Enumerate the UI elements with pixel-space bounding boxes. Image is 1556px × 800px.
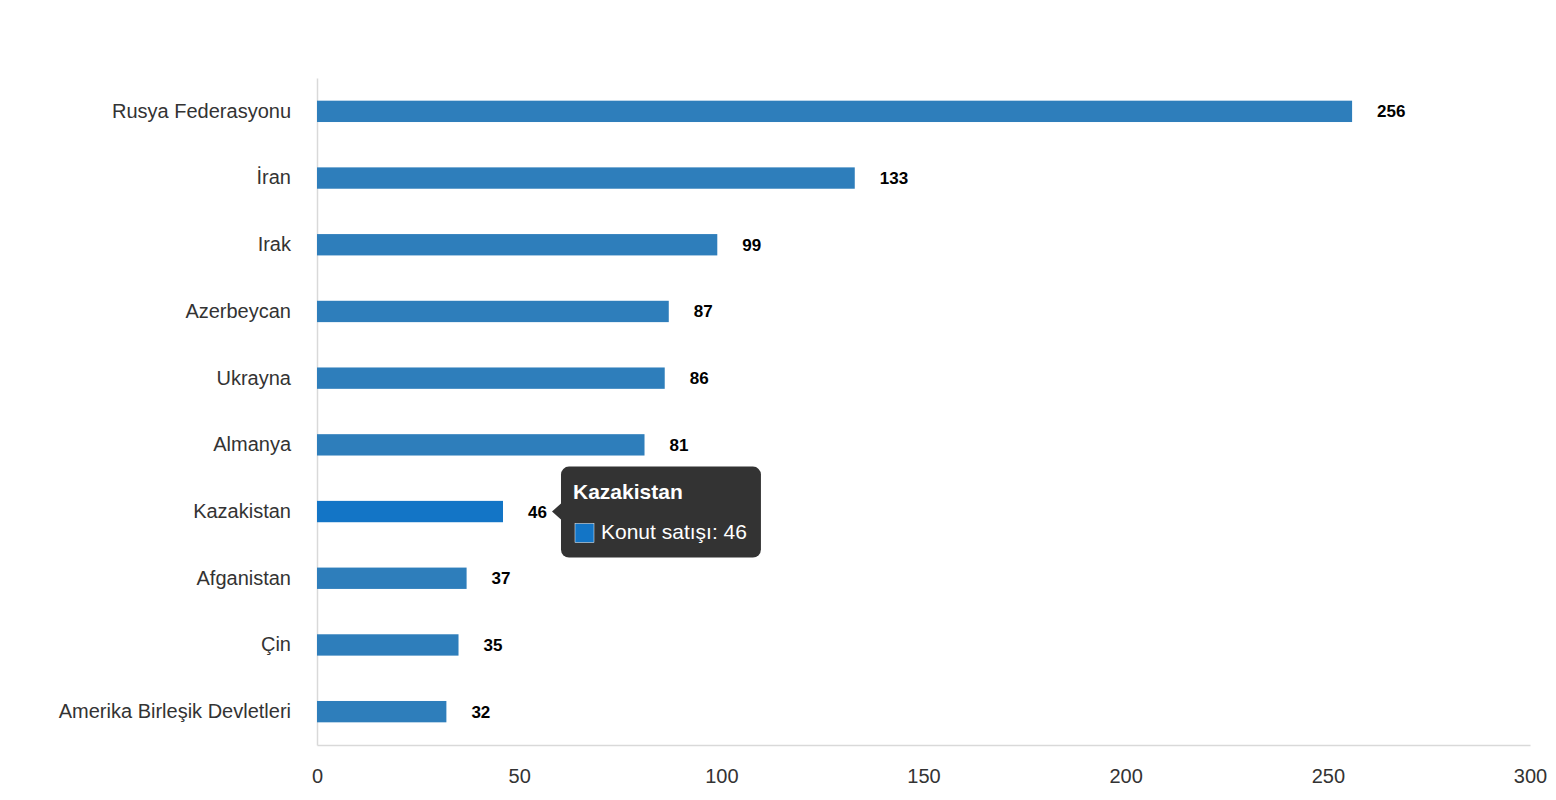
x-tick: 150 xyxy=(907,745,940,787)
y-tick-label: Rusya Federasyonu xyxy=(112,100,291,122)
x-tick: 0 xyxy=(312,745,323,787)
x-tick-label: 200 xyxy=(1109,765,1142,787)
x-tick: 100 xyxy=(705,745,738,787)
y-tick: Rusya Federasyonu xyxy=(112,100,317,122)
y-tick: Çin xyxy=(261,633,317,655)
x-tick: 50 xyxy=(509,745,531,787)
data-label: 32 xyxy=(471,703,490,722)
bar[interactable] xyxy=(317,367,665,388)
tooltip: Kazakistan Konut satışı: 46 xyxy=(552,467,761,558)
data-label: 86 xyxy=(690,369,709,388)
x-tick-label: 100 xyxy=(705,765,738,787)
x-tick: 250 xyxy=(1312,745,1345,787)
plot-area: 0 50 100 150 200 250 300 Rusya Federasyonu İran I… xyxy=(59,79,1547,788)
bar[interactable] xyxy=(317,568,467,589)
y-tick: Azerbeycan xyxy=(185,300,317,322)
tooltip-text: Konut satışı: 46 xyxy=(601,520,747,543)
data-labels: 256 133 99 87 86 81 46 37 35 32 xyxy=(471,102,1405,721)
y-tick: Kazakistan xyxy=(193,500,317,522)
tooltip-box xyxy=(561,467,761,558)
data-label: 37 xyxy=(492,569,511,588)
y-tick: İran xyxy=(257,166,317,188)
x-axis-line xyxy=(318,745,1531,747)
bar[interactable] xyxy=(317,434,645,455)
x-axis: 0 50 100 150 200 250 300 xyxy=(312,745,1547,787)
data-label: 46 xyxy=(528,503,547,522)
y-tick: Ukrayna xyxy=(217,367,317,389)
y-tick-label: Amerika Birleşik Devletleri xyxy=(59,700,291,722)
x-tick-label: 0 xyxy=(312,765,323,787)
x-tick: 300 xyxy=(1514,745,1547,787)
bar[interactable] xyxy=(317,634,459,655)
data-label: 256 xyxy=(1377,102,1405,121)
data-label: 35 xyxy=(484,636,503,655)
data-label: 133 xyxy=(880,169,908,188)
x-tick-label: 150 xyxy=(907,765,940,787)
tooltip-swatch xyxy=(575,524,594,543)
x-tick: 200 xyxy=(1109,745,1142,787)
bar[interactable] xyxy=(317,167,855,188)
y-tick-label: İran xyxy=(257,166,291,188)
chart: 0 50 100 150 200 250 300 Rusya Federasyonu İran I… xyxy=(0,0,1556,800)
x-tick-label: 250 xyxy=(1312,765,1345,787)
y-tick-label: Çin xyxy=(261,633,291,655)
data-label: 81 xyxy=(670,436,689,455)
bar[interactable] xyxy=(317,701,446,722)
bar[interactable] xyxy=(317,234,717,255)
bar[interactable] xyxy=(317,501,503,522)
bar[interactable] xyxy=(317,301,669,322)
y-tick: Afganistan xyxy=(196,567,317,589)
data-label: 87 xyxy=(694,302,713,321)
y-tick-label: Almanya xyxy=(213,433,292,455)
y-tick-label: Azerbeycan xyxy=(185,300,291,322)
y-tick-label: Ukrayna xyxy=(217,367,292,389)
y-tick: Amerika Birleşik Devletleri xyxy=(59,700,317,722)
tooltip-title: Kazakistan xyxy=(573,480,683,503)
y-tick-label: Kazakistan xyxy=(193,500,291,522)
bars xyxy=(317,101,1352,723)
y-tick-label: Afganistan xyxy=(196,567,291,589)
bar[interactable] xyxy=(317,101,1352,122)
y-tick: Irak xyxy=(258,233,317,255)
x-tick-label: 50 xyxy=(509,765,531,787)
tooltip-pointer xyxy=(552,504,561,520)
data-label: 99 xyxy=(742,236,761,255)
y-tick-label: Irak xyxy=(258,233,292,255)
x-tick-label: 300 xyxy=(1514,765,1547,787)
y-axis: Rusya Federasyonu İran Irak Azerbeycan Ukray… xyxy=(59,79,318,746)
y-tick: Almanya xyxy=(213,433,317,455)
